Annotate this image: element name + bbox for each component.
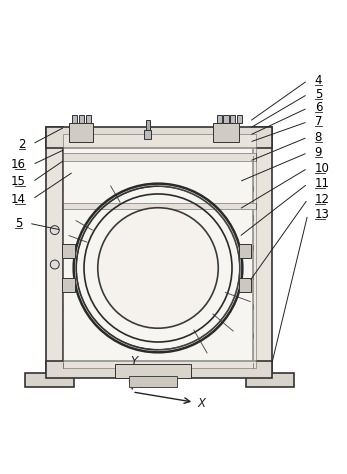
Text: 2: 2 bbox=[18, 137, 25, 151]
Bar bbox=[64, 153, 256, 161]
Text: 12: 12 bbox=[315, 192, 330, 206]
Bar bbox=[213, 123, 239, 142]
Bar bbox=[68, 123, 93, 142]
Text: 8: 8 bbox=[315, 131, 322, 144]
Bar bbox=[25, 373, 74, 387]
Bar bbox=[223, 115, 229, 123]
Bar bbox=[46, 361, 272, 378]
Bar bbox=[239, 244, 251, 258]
Text: 5: 5 bbox=[15, 217, 22, 230]
Text: 15: 15 bbox=[11, 175, 25, 189]
Bar bbox=[115, 365, 191, 378]
Bar bbox=[46, 127, 64, 378]
Text: 11: 11 bbox=[315, 177, 330, 190]
Bar bbox=[64, 203, 256, 210]
Circle shape bbox=[50, 226, 59, 235]
Bar bbox=[217, 115, 222, 123]
Bar bbox=[144, 130, 151, 139]
Text: Y: Y bbox=[130, 356, 137, 368]
Text: 5: 5 bbox=[315, 88, 322, 100]
Text: 4: 4 bbox=[315, 74, 322, 87]
Bar bbox=[72, 115, 77, 123]
Text: 6: 6 bbox=[315, 101, 322, 114]
Text: 9: 9 bbox=[315, 146, 322, 159]
Bar bbox=[230, 115, 236, 123]
Text: 14: 14 bbox=[10, 192, 25, 206]
Bar bbox=[62, 244, 75, 258]
Text: X: X bbox=[197, 397, 205, 410]
Bar bbox=[86, 115, 91, 123]
Text: 13: 13 bbox=[315, 208, 330, 221]
Text: 16: 16 bbox=[10, 158, 25, 171]
Text: 10: 10 bbox=[315, 162, 330, 174]
Bar bbox=[146, 120, 150, 130]
Bar bbox=[129, 376, 177, 387]
Circle shape bbox=[50, 260, 59, 269]
Bar bbox=[64, 134, 256, 368]
Text: 7: 7 bbox=[315, 115, 322, 128]
Bar bbox=[46, 127, 272, 147]
Bar bbox=[62, 278, 75, 292]
Bar bbox=[246, 373, 294, 387]
Bar bbox=[237, 115, 242, 123]
Bar bbox=[79, 115, 84, 123]
Circle shape bbox=[98, 208, 218, 328]
Bar bbox=[239, 278, 251, 292]
Bar bbox=[253, 127, 272, 378]
